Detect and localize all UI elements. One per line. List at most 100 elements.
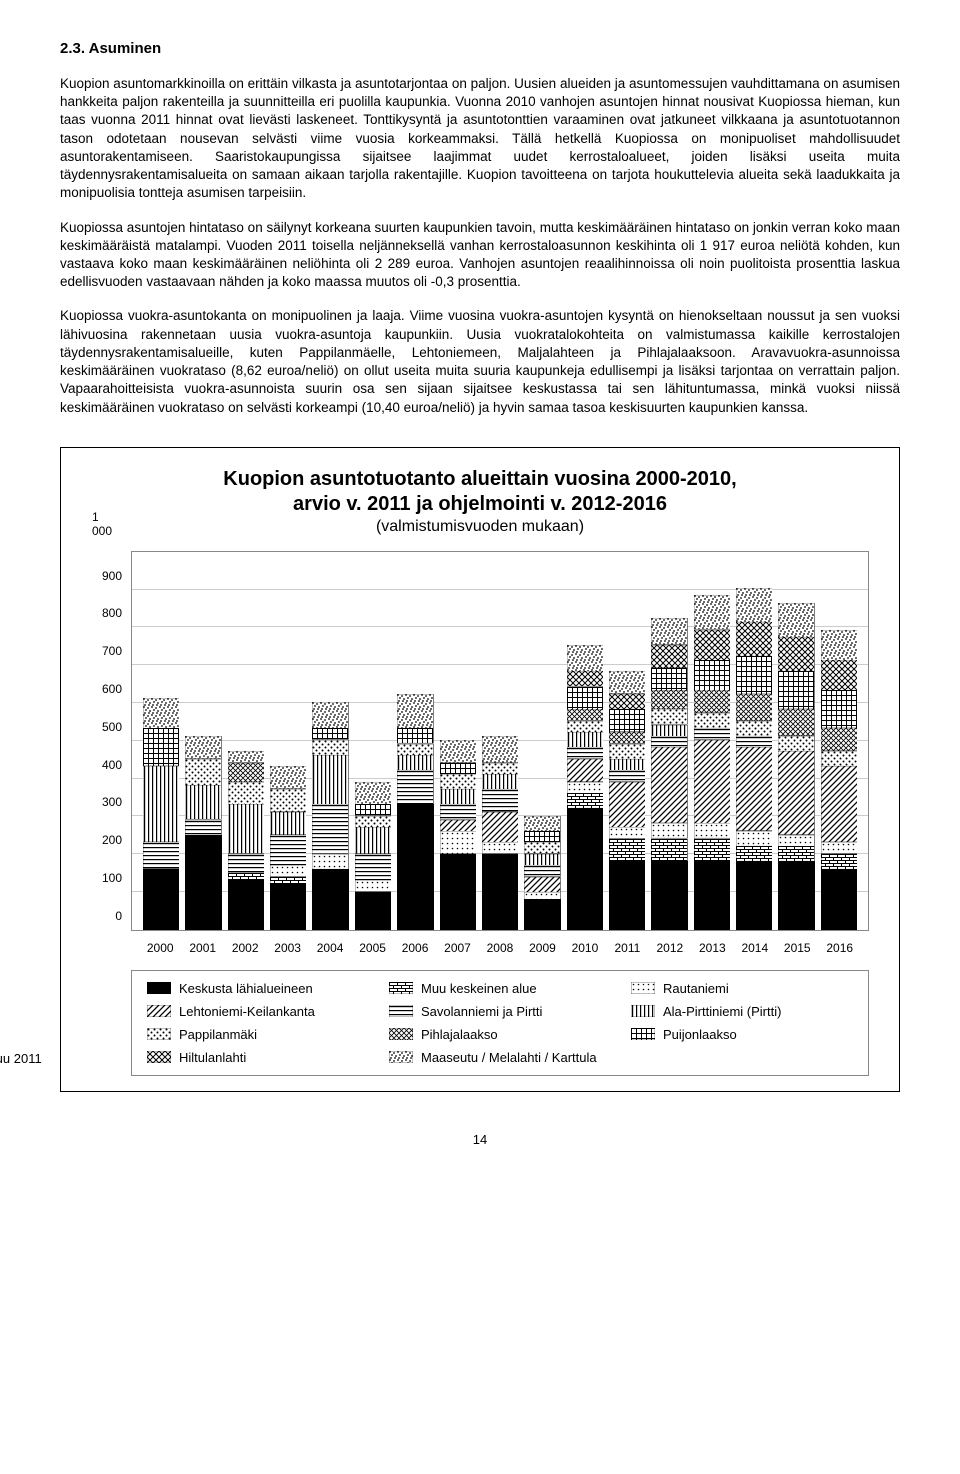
bar-segment-maaseutu (312, 702, 348, 729)
x-label: 2016 (819, 941, 861, 955)
bar-segment-keskusta (778, 861, 814, 929)
bar-segment-muu (609, 839, 645, 862)
bar-segment-maaseutu (440, 740, 476, 763)
bar-segment-rautaniemi (440, 831, 476, 854)
chart-side-label: Syyskuu 2011 (0, 1051, 42, 1066)
bar-segment-savolanniemi (694, 728, 730, 739)
bar-segment-maaseutu (355, 782, 391, 805)
bar-segment-savolanniemi (228, 854, 264, 873)
bar-segment-keskusta (609, 861, 645, 929)
legend-item-savolanniemi: Savolanniemi ja Pirtti (389, 1004, 611, 1019)
bar-segment-rautaniemi (355, 880, 391, 891)
bar-segment-keskusta (694, 861, 730, 929)
y-tick-label: 0 (115, 909, 122, 923)
section-heading: 2.3. Asuminen (60, 40, 900, 57)
bar-segment-rautaniemi (821, 842, 857, 853)
bar-segment-ala-pirttiniemi (397, 755, 433, 770)
legend-swatch (631, 1028, 655, 1040)
bar-segment-ala-pirttiniemi (567, 732, 603, 747)
x-axis: 2000200120022003200420052006200720082009… (131, 936, 869, 955)
bar-segment-pappilanmaki (609, 744, 645, 759)
bar-year-2002 (228, 552, 264, 930)
y-tick-label: 900 (102, 569, 122, 583)
bar-segment-puijonlaakso (609, 709, 645, 732)
bar-segment-lehtoniemi (440, 820, 476, 831)
bar-segment-puijonlaakso (821, 690, 857, 728)
bar-segment-keskusta (355, 892, 391, 930)
y-axis: 01002003004005006007008009001 000 (92, 552, 127, 930)
legend-label: Maaseutu / Melalahti / Karttula (421, 1050, 597, 1065)
legend-swatch (147, 1005, 171, 1017)
bar-year-2007 (440, 552, 476, 930)
bar-segment-puijonlaakso (694, 660, 730, 690)
bar-segment-pihlajalaakso (651, 690, 687, 709)
bar-segment-muu (270, 877, 306, 885)
bar-segment-pihlajalaakso (694, 690, 730, 713)
bar-segment-maaseutu (228, 751, 264, 762)
bar-segment-hiltulanlahti (736, 622, 772, 656)
bar-segment-puijonlaakso (312, 728, 348, 739)
x-label: 2004 (309, 941, 351, 955)
bar-segment-maaseutu (524, 816, 560, 831)
legend-item-hiltulanlahti: Hiltulanlahti (147, 1050, 369, 1065)
bar-segment-pappilanmaki (524, 842, 560, 853)
x-label: 2000 (139, 941, 181, 955)
bar-segment-ala-pirttiniemi (355, 827, 391, 854)
legend-item-muu: Muu keskeinen alue (389, 981, 611, 996)
bar-segment-muu (821, 854, 857, 869)
bar-segment-hiltulanlahti (651, 645, 687, 668)
bar-segment-hiltulanlahti (609, 694, 645, 709)
bar-segment-maaseutu (185, 736, 221, 759)
bar-segment-hiltulanlahti (778, 637, 814, 671)
bar-segment-pihlajalaakso (821, 728, 857, 751)
legend-label: Pihlajalaakso (421, 1027, 498, 1042)
bar-segment-savolanniemi (736, 736, 772, 747)
bar-segment-savolanniemi (482, 789, 518, 812)
legend-label: Hiltulanlahti (179, 1050, 246, 1065)
bar-year-2005 (355, 552, 391, 930)
legend-label: Rautaniemi (663, 981, 729, 996)
bar-segment-puijonlaakso (397, 728, 433, 743)
bar-segment-maaseutu (143, 698, 179, 728)
x-label: 2009 (521, 941, 563, 955)
x-label: 2013 (691, 941, 733, 955)
bar-segment-ala-pirttiniemi (651, 725, 687, 736)
chart-title-line2: arvio v. 2011 ja ohjelmointi v. 2012-201… (91, 493, 869, 516)
bar-segment-puijonlaakso (651, 668, 687, 691)
bar-segment-rautaniemi (694, 823, 730, 838)
bar-segment-maaseutu (270, 766, 306, 789)
bar-year-2003 (270, 552, 306, 930)
bar-segment-pappilanmaki (821, 751, 857, 766)
bar-segment-pappilanmaki (482, 763, 518, 774)
bar-segment-savolanniemi (651, 736, 687, 747)
y-tick-label: 500 (102, 720, 122, 734)
bar-segment-ala-pirttiniemi (143, 766, 179, 842)
bar-segment-ala-pirttiniemi (185, 785, 221, 819)
bar-year-2008 (482, 552, 518, 930)
bar-segment-maaseutu (651, 618, 687, 645)
bar-segment-maaseutu (567, 645, 603, 672)
bar-segment-pihlajalaakso (228, 763, 264, 782)
bar-segment-savolanniemi (312, 804, 348, 853)
bar-segment-pappilanmaki (397, 744, 433, 755)
chart-plot-area: 01002003004005006007008009001 000 (131, 551, 869, 931)
bar-segment-muu (778, 846, 814, 861)
bar-segment-pihlajalaakso (736, 694, 772, 721)
y-tick-label: 200 (102, 833, 122, 847)
bar-segment-pappilanmaki (736, 721, 772, 736)
bar-segment-savolanniemi (609, 770, 645, 781)
bar-year-2016 (821, 552, 857, 930)
x-label: 2008 (479, 941, 521, 955)
legend-label: Muu keskeinen alue (421, 981, 537, 996)
bar-segment-puijonlaakso (736, 656, 772, 694)
x-label: 2010 (564, 941, 606, 955)
legend-item-puijonlaakso: Puijonlaakso (631, 1027, 853, 1042)
legend-label: Ala-Pirttiniemi (Pirtti) (663, 1004, 781, 1019)
bar-segment-hiltulanlahti (694, 630, 730, 660)
bar-segment-lehtoniemi (821, 766, 857, 842)
bar-segment-pappilanmaki (778, 736, 814, 751)
bar-segment-maaseutu (778, 603, 814, 637)
chart-container: Kuopion asuntotuotanto alueittain vuosin… (60, 447, 900, 1092)
bar-segment-keskusta (270, 884, 306, 930)
bar-segment-ala-pirttiniemi (524, 854, 560, 865)
